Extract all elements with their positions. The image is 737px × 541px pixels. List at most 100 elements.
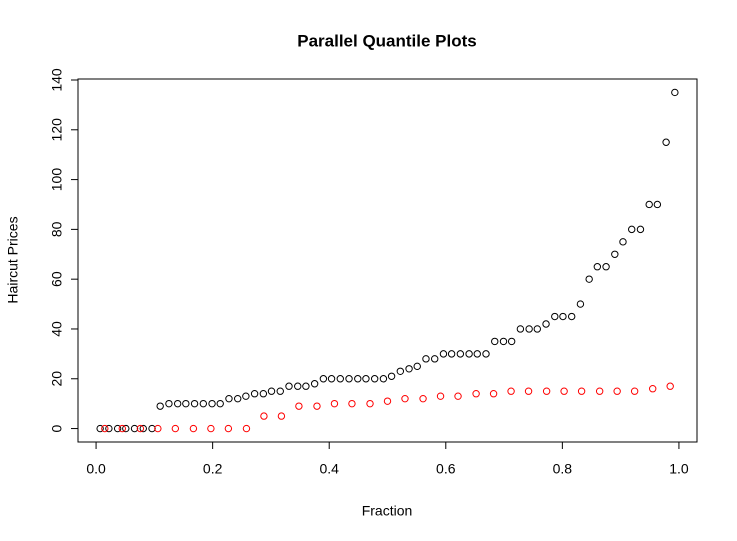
point bbox=[148, 424, 156, 433]
point bbox=[666, 382, 674, 390]
point bbox=[345, 375, 353, 383]
point bbox=[560, 387, 568, 395]
point bbox=[101, 424, 109, 433]
x-tick-label: 0.4 bbox=[319, 461, 339, 477]
point bbox=[653, 200, 662, 209]
point bbox=[611, 250, 619, 258]
point bbox=[294, 382, 302, 390]
point bbox=[199, 399, 208, 408]
point bbox=[277, 412, 286, 420]
point bbox=[285, 382, 293, 390]
point bbox=[585, 275, 593, 283]
point bbox=[330, 399, 339, 408]
point bbox=[216, 399, 224, 408]
point bbox=[595, 387, 604, 395]
point bbox=[208, 399, 216, 408]
point bbox=[507, 387, 515, 395]
y-tick-label: 100 bbox=[49, 168, 65, 192]
point bbox=[207, 424, 215, 433]
point bbox=[118, 424, 126, 433]
point bbox=[602, 263, 610, 271]
point bbox=[366, 399, 374, 408]
point bbox=[472, 389, 480, 398]
point bbox=[649, 385, 657, 393]
point bbox=[319, 375, 328, 383]
point bbox=[242, 424, 251, 433]
point bbox=[267, 387, 276, 395]
point bbox=[130, 424, 139, 433]
point bbox=[636, 225, 645, 234]
x-tick-label: 0.8 bbox=[553, 461, 573, 477]
point bbox=[436, 392, 445, 400]
point bbox=[525, 325, 533, 333]
point bbox=[405, 365, 413, 373]
point bbox=[295, 402, 303, 410]
point bbox=[165, 399, 173, 408]
y-tick-label: 40 bbox=[49, 321, 65, 337]
point bbox=[190, 399, 199, 408]
point bbox=[613, 387, 621, 395]
point bbox=[619, 238, 627, 246]
y-tick-label: 80 bbox=[49, 221, 65, 237]
point bbox=[122, 424, 130, 433]
point bbox=[96, 424, 104, 433]
point bbox=[645, 200, 653, 209]
point bbox=[516, 325, 525, 333]
point bbox=[136, 424, 145, 433]
point bbox=[630, 387, 639, 395]
point bbox=[567, 312, 576, 321]
point bbox=[533, 325, 541, 333]
point bbox=[431, 355, 439, 363]
point bbox=[370, 375, 379, 383]
point bbox=[189, 424, 198, 433]
y-tick-label: 0 bbox=[49, 424, 65, 432]
point bbox=[139, 424, 147, 433]
point bbox=[507, 337, 516, 346]
point bbox=[671, 88, 679, 97]
point bbox=[310, 380, 319, 388]
chart-title: Parallel Quantile Plots bbox=[297, 31, 477, 50]
point bbox=[156, 402, 164, 410]
point bbox=[577, 387, 586, 395]
point bbox=[313, 402, 321, 410]
point bbox=[379, 375, 388, 383]
point bbox=[383, 397, 392, 405]
point bbox=[276, 387, 284, 395]
point bbox=[105, 424, 113, 433]
point bbox=[542, 387, 551, 395]
point bbox=[542, 320, 550, 328]
point bbox=[336, 375, 344, 383]
point bbox=[489, 389, 498, 398]
point bbox=[173, 399, 182, 408]
y-tick-label: 140 bbox=[49, 68, 65, 92]
point bbox=[593, 263, 602, 271]
point bbox=[348, 399, 356, 408]
point bbox=[454, 392, 462, 400]
point bbox=[154, 424, 162, 433]
y-axis-label: Haircut Prices bbox=[5, 216, 21, 303]
point bbox=[387, 372, 396, 380]
x-tick-label: 0.6 bbox=[436, 461, 456, 477]
point bbox=[576, 300, 585, 308]
point bbox=[327, 375, 336, 383]
x-axis-label: Fraction bbox=[362, 503, 413, 519]
point bbox=[259, 389, 268, 398]
point bbox=[260, 412, 268, 420]
point bbox=[473, 350, 481, 358]
point bbox=[447, 350, 456, 358]
point bbox=[224, 424, 233, 433]
point bbox=[396, 367, 405, 375]
y-tick-label: 20 bbox=[49, 371, 65, 387]
y-tick-label: 120 bbox=[49, 118, 65, 142]
point bbox=[354, 375, 362, 383]
point bbox=[182, 399, 190, 408]
point bbox=[662, 138, 670, 146]
point bbox=[482, 350, 490, 358]
point bbox=[439, 350, 448, 358]
point bbox=[242, 392, 250, 400]
point bbox=[524, 387, 533, 395]
x-tick-label: 0.0 bbox=[86, 461, 106, 477]
point bbox=[491, 337, 499, 346]
